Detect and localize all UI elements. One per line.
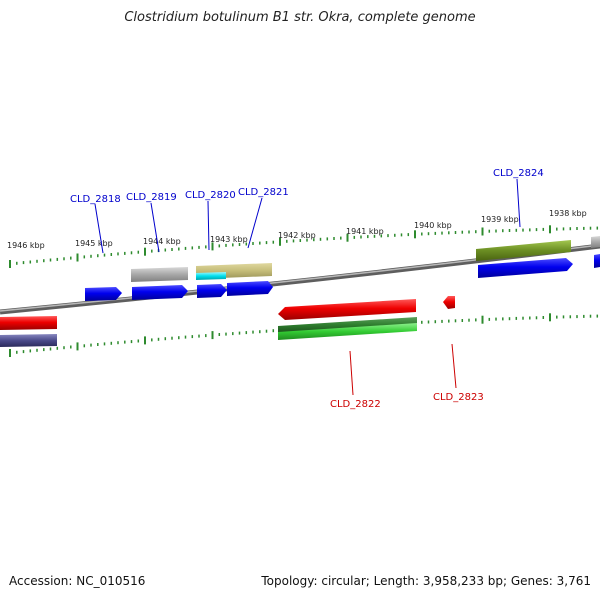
accession-text: Accession: NC_010516 [9, 574, 146, 588]
scale-label: 1941 kbp [346, 227, 384, 236]
feature-dark-green[interactable] [278, 317, 417, 333]
scale-label: 1940 kbp [414, 221, 452, 230]
feature-cyan[interactable] [196, 272, 226, 280]
scale-label: 1943 kbp [210, 235, 248, 244]
feature-green[interactable] [278, 323, 417, 340]
gene-label-cld2824[interactable]: CLD_2824 [493, 168, 544, 179]
scale-label: 1944 kbp [143, 237, 181, 246]
feature-gray[interactable] [131, 267, 188, 282]
leader-line-cld2821 [247, 197, 263, 249]
gene-cld2823[interactable] [443, 296, 455, 309]
feature-slate[interactable] [0, 334, 57, 347]
leader-line-cld2818 [94, 203, 104, 254]
gene-label-cld2819[interactable]: CLD_2819 [126, 192, 177, 203]
gene-cld2818[interactable] [85, 287, 122, 301]
feature-gray-right[interactable] [591, 236, 600, 248]
leader-line-cld2823 [451, 343, 457, 389]
gene-cld2821[interactable] [227, 281, 273, 296]
feature-olive[interactable] [476, 240, 571, 261]
genome-summary-text: Topology: circular; Length: 3,958,233 bp… [261, 574, 591, 588]
scale-label: 1939 kbp [481, 215, 519, 224]
leader-line-cld2820 [207, 200, 210, 251]
gene-label-cld2823[interactable]: CLD_2823 [433, 392, 484, 403]
leader-line-cld2824 [516, 178, 521, 228]
gene-label-cld2822[interactable]: CLD_2822 [330, 399, 381, 410]
gene-cld2822[interactable] [278, 299, 416, 320]
genome-title: Clostridium botulinum B1 str. Okra, comp… [124, 10, 476, 25]
scale-label: 1942 kbp [278, 231, 316, 240]
gene-label-cld2818[interactable]: CLD_2818 [70, 194, 121, 205]
leader-line-cld2819 [150, 202, 160, 253]
gene-cld2820[interactable] [197, 284, 227, 298]
scale-label: 1938 kbp [549, 209, 587, 218]
scale-label: 1946 kbp [7, 241, 45, 250]
gene-label-cld2821[interactable]: CLD_2821 [238, 187, 289, 198]
scale-label: 1945 kbp [75, 239, 113, 248]
gene-cld2819[interactable] [132, 285, 188, 300]
gene-partial-right[interactable] [594, 254, 600, 268]
gene-cld2824[interactable] [478, 258, 573, 278]
gene-label-cld2820[interactable]: CLD_2820 [185, 190, 236, 201]
outer-scale-ticks [9, 225, 599, 268]
gene-left-red[interactable] [0, 316, 57, 330]
leader-line-cld2822 [349, 350, 354, 396]
